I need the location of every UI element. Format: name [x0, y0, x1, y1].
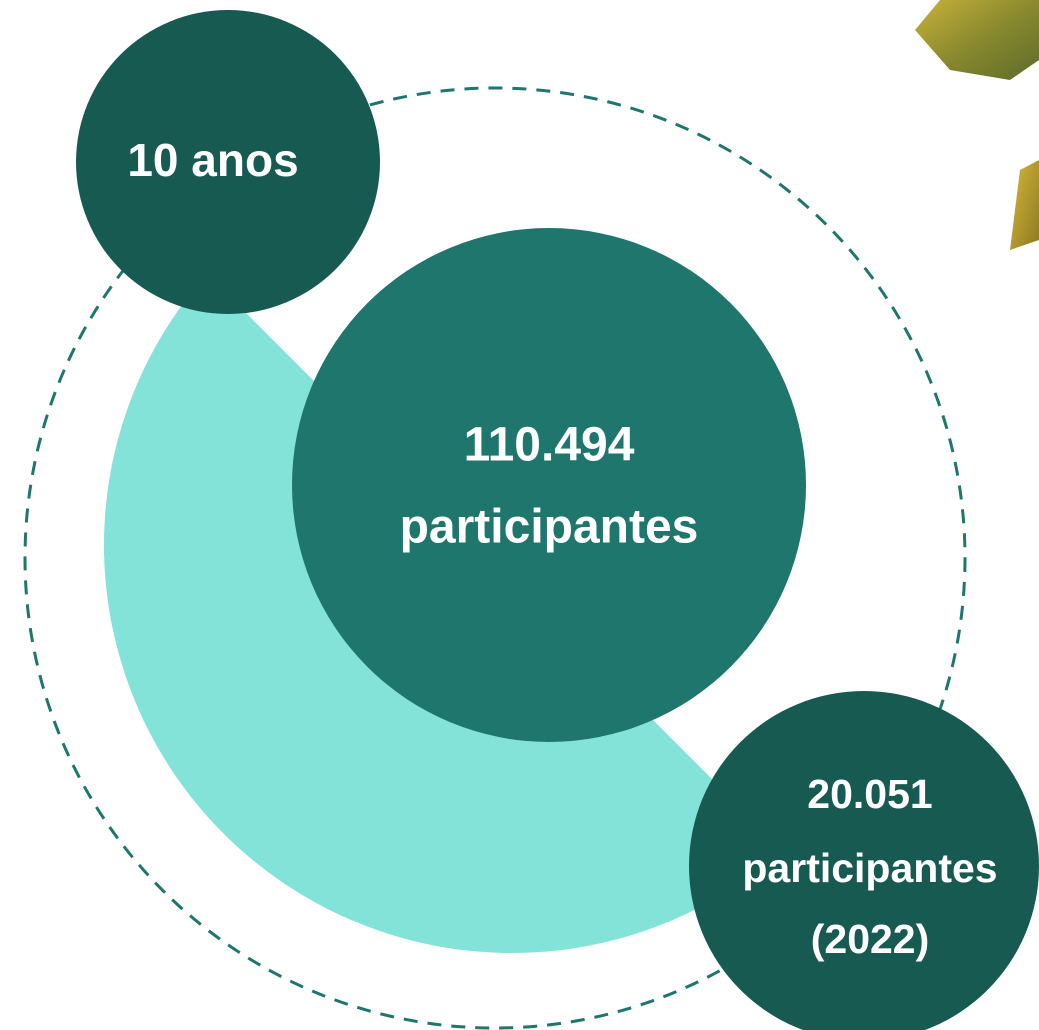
center-circle: [292, 228, 806, 742]
year-label: (2022): [811, 916, 930, 962]
total-value: 110.494: [464, 419, 635, 472]
decor-hexagon: [1010, 160, 1039, 250]
total-caption: participantes: [400, 501, 699, 554]
year-caption: participantes: [742, 845, 997, 891]
years-label: 10 anos: [127, 134, 298, 186]
infographic: 10 anos 110.494 participantes 20.051 par…: [0, 0, 1039, 1030]
year-value: 20.051: [807, 771, 932, 817]
decor-hexagon: [915, 0, 1039, 80]
